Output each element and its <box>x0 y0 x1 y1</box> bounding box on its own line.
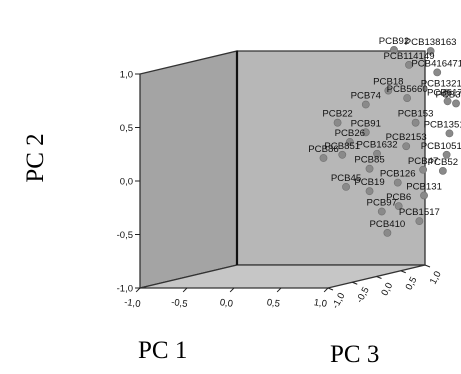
point-label-pcb153: PCB153 <box>398 109 434 120</box>
point-label-pcb1517: PCB1517 <box>399 207 440 218</box>
data-point-pcb2153 <box>402 142 411 151</box>
x-tick-label: 0,5 <box>266 297 281 310</box>
point-label-pcb1632: PCB1632 <box>357 140 398 151</box>
point-label-pcb6: PCB6 <box>386 192 411 203</box>
y-tick-label: 0,5 <box>120 123 133 134</box>
z-tick-mark <box>327 287 334 291</box>
z-tick-mark <box>352 281 358 285</box>
point-label-pcb86: PCB86 <box>308 144 338 155</box>
data-point-pcb19 <box>365 187 374 196</box>
point-label-pcb52: PCB52 <box>428 157 458 168</box>
y-axis-label: PC 2 <box>22 133 49 182</box>
data-point-pcb85 <box>365 164 374 173</box>
x-tick-mark <box>182 287 188 293</box>
y-tick-label: 0,0 <box>120 177 133 188</box>
x-tick-label: -0,5 <box>170 297 188 310</box>
point-label-pcb47: PCB47 <box>408 156 438 167</box>
data-point-pcb86 <box>319 154 328 162</box>
x-tick-mark <box>135 287 141 293</box>
z-tick-label: 1,0 <box>428 269 444 286</box>
data-point-pcb18 <box>384 86 393 95</box>
z-tick-mark <box>424 264 431 268</box>
plot-walls <box>139 50 426 289</box>
data-point-pcb26 <box>345 138 354 146</box>
x-axis-label: PC 1 <box>138 337 187 364</box>
point-label-pcb22: PCB22 <box>322 109 352 120</box>
data-point-pcb1632 <box>373 149 381 158</box>
point-label-pcb6170: PCB6170 <box>427 87 461 98</box>
point-label-pcb135144: PCB135144 <box>424 119 461 130</box>
data-point-pcb6170 <box>443 97 452 106</box>
data-point-pcb138163 <box>426 47 435 55</box>
point-label-pcb2153: PCB2153 <box>386 132 427 143</box>
point-label-pcb410: PCB410 <box>370 219 406 230</box>
data-point-pcb135144 <box>445 129 454 138</box>
x-tick-mark <box>323 287 329 293</box>
data-point-pcb91 <box>361 128 370 137</box>
data-point-pcb3742 <box>452 99 460 108</box>
data-point-pcb52 <box>438 166 447 175</box>
z-tick-label: 0,5 <box>404 275 420 292</box>
data-point-pcb153 <box>411 118 420 127</box>
data-point-pcb74 <box>361 100 370 109</box>
x-tick-mark <box>276 287 282 293</box>
data-point-pcb131 <box>420 191 428 200</box>
z-tick-mark <box>376 276 382 279</box>
x-tick-label: -1,0 <box>123 297 141 310</box>
z-tick-mark <box>400 270 406 274</box>
point-label-pcb132105: PCB132105 <box>421 79 461 90</box>
data-point-pcb45 <box>342 182 350 191</box>
point-label-pcb3742: PCB3742 <box>435 89 461 100</box>
data-point-pcb92 <box>390 46 398 54</box>
point-label-pcb74: PCB74 <box>351 91 382 102</box>
point-label-pcb114149: PCB114149 <box>384 51 435 62</box>
point-label-pcb126: PCB126 <box>380 169 416 180</box>
point-label-pcb91: PCB91 <box>351 118 381 129</box>
y-tick-label: -0,5 <box>117 230 133 241</box>
point-label-pcb92: PCB92 <box>379 36 409 47</box>
data-point-pcb6 <box>394 202 403 211</box>
point-label-pcb18: PCB18 <box>373 77 403 88</box>
point-label-pcb131: PCB131 <box>406 181 442 192</box>
z-tick-label: -1,0 <box>330 291 347 311</box>
y-tick-label: -1,0 <box>117 284 133 295</box>
point-label-pcb138163: PCB138163 <box>405 37 457 48</box>
data-point-pcb126 <box>393 178 402 187</box>
z-axis-label: PC 3 <box>330 341 379 368</box>
data-point-pcb22 <box>333 118 342 127</box>
point-label-pcb19: PCB19 <box>354 177 384 188</box>
point-label-pcb5660: PCB5660 <box>387 84 428 95</box>
data-point-pcb97 <box>377 207 386 216</box>
data-point-pcb410 <box>383 228 392 237</box>
x-tick-mark <box>229 287 235 293</box>
data-point-pcb1517 <box>415 217 424 226</box>
point-label-pcb105132: PCB105132 <box>421 141 461 152</box>
data-points <box>319 46 460 237</box>
point-label-pcb85: PCB85 <box>354 155 384 166</box>
left-wall <box>139 50 238 289</box>
data-point-pcb5660 <box>403 94 412 102</box>
x-tick-label: 0,0 <box>219 297 234 310</box>
data-point-pcb132105 <box>442 88 451 97</box>
x-tick-label: 1,0 <box>313 297 328 310</box>
data-point-pcb416471 <box>433 68 442 77</box>
point-label-pcb45: PCB45 <box>331 173 361 184</box>
point-label-pcb97: PCB97 <box>367 198 397 209</box>
point-labels: PCB92PCB138163PCB114149PCB416471PCB18PCB… <box>308 36 461 230</box>
data-point-pcb105132 <box>442 150 451 159</box>
y-tick-label: 1,0 <box>120 70 133 81</box>
data-point-pcb851 <box>338 150 347 159</box>
x-axis-ticks: -1,0 -0,5 0,0 0,5 1,0 <box>123 287 329 310</box>
z-tick-label: 0,0 <box>379 281 395 298</box>
y-axis-ticks: 1,0 0,5 0,0 -0,5 -1,0 <box>117 70 140 295</box>
data-point-pcb47 <box>419 165 428 174</box>
point-label-pcb416471: PCB416471 <box>411 58 461 69</box>
point-label-pcb26: PCB26 <box>335 128 365 139</box>
data-point-pcb114149 <box>405 61 413 69</box>
z-tick-label: -0,5 <box>354 285 371 305</box>
point-label-pcb851: PCB851 <box>324 141 360 152</box>
